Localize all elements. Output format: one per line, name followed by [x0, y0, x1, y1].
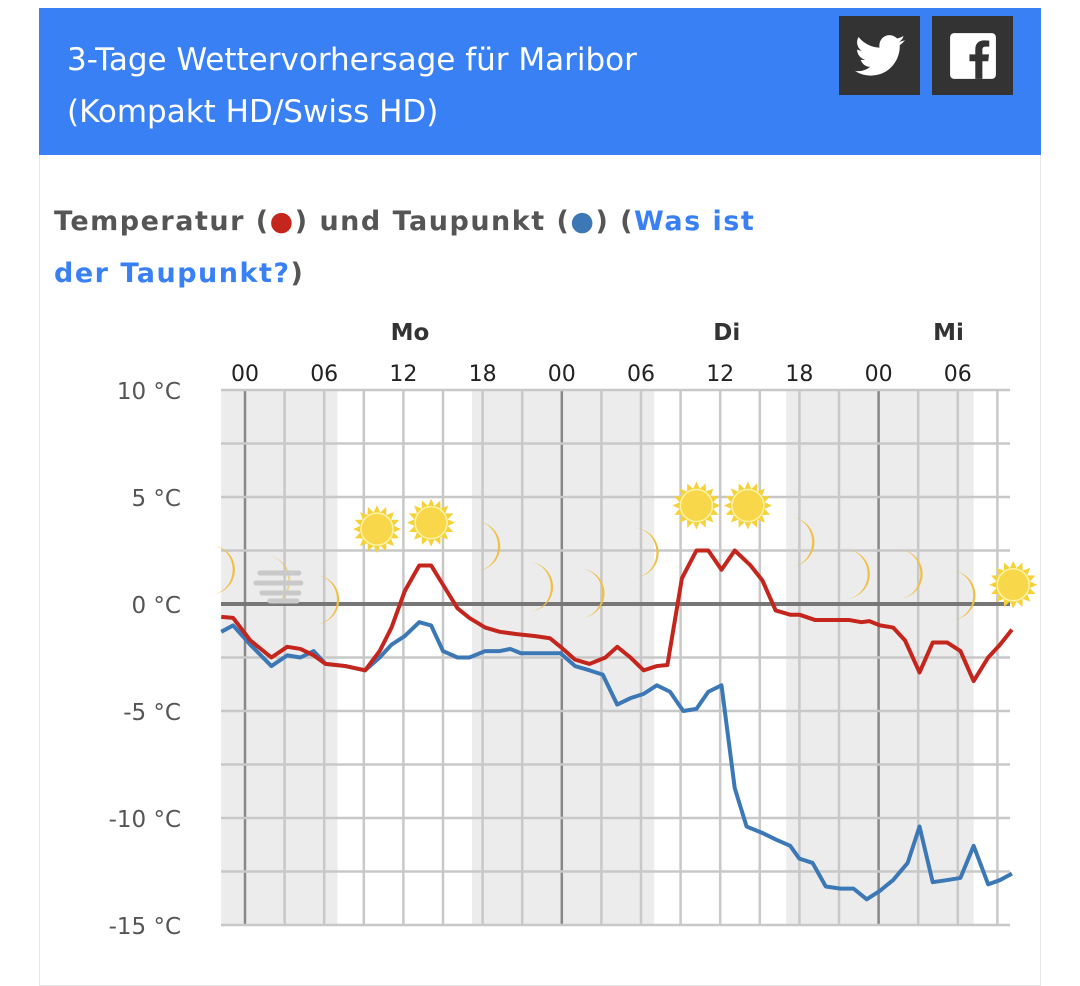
y-tick-label: 5 °C	[131, 486, 181, 512]
x-tick-label: 06	[627, 362, 655, 387]
sun-icon	[353, 505, 401, 554]
y-tick-label: -10 °C	[109, 807, 181, 833]
fog-band	[257, 570, 302, 576]
sun-icon	[407, 498, 456, 547]
heading-text: ) und Taupunkt (	[294, 206, 571, 237]
dewpoint-info-link[interactable]: Was ist der Taupunkt?	[54, 206, 756, 289]
x-tick-label: 12	[389, 362, 417, 387]
x-tick-label: 18	[785, 362, 813, 387]
temperature-line	[221, 548, 1014, 684]
twitter-bird-icon	[854, 34, 905, 76]
title-line-1: 3-Tage Wettervorhersage für Maribor	[67, 42, 637, 78]
sun-disc	[679, 488, 714, 523]
fog-band	[259, 590, 302, 596]
y-tick-label: 0 °C	[131, 593, 181, 619]
facebook-share-button[interactable]	[932, 16, 1013, 95]
chart-heading: Temperatur (●) und Taupunkt (●) (Was ist…	[54, 196, 814, 300]
heading-text: Temperatur (	[54, 206, 270, 237]
x-tick-label: 06	[944, 362, 972, 387]
page-header: 3-Tage Wettervorhersage für Maribor (Kom…	[39, 8, 1041, 155]
heading-text: ) (	[595, 206, 635, 237]
dewpoint-legend-dot: ●	[570, 206, 596, 237]
page-title: 3-Tage Wettervorhersage für Maribor (Kom…	[67, 34, 637, 138]
sun-disc	[360, 512, 394, 546]
sun-disc	[731, 488, 765, 523]
x-tick-label: 00	[548, 362, 576, 387]
sun-disc	[414, 505, 448, 540]
day-label: Mo	[391, 320, 430, 346]
sun-icon	[989, 560, 1038, 609]
x-tick-label: 12	[706, 362, 734, 387]
day-label: Mi	[933, 320, 964, 346]
y-tick-label: -5 °C	[123, 700, 181, 726]
heading-text: )	[290, 258, 305, 289]
y-tick-label: -15 °C	[109, 914, 181, 940]
sun-icon	[723, 481, 772, 530]
x-tick-label: 00	[231, 362, 259, 387]
temperature-legend-dot: ●	[269, 206, 295, 237]
twitter-share-button[interactable]	[839, 16, 920, 95]
x-tick-label: 06	[310, 362, 338, 387]
x-tick-label: 00	[865, 362, 893, 387]
fog-band	[267, 598, 300, 604]
x-tick-label: 18	[469, 362, 497, 387]
day-label: Di	[713, 320, 740, 346]
fog-moon-icon	[253, 555, 304, 606]
facebook-f-icon	[949, 32, 996, 79]
y-tick-label: 10 °C	[117, 379, 181, 405]
fog-band	[253, 580, 304, 586]
sun-icon	[672, 481, 721, 530]
title-line-2: (Kompakt HD/Swiss HD)	[67, 94, 439, 130]
sun-disc	[996, 567, 1030, 602]
